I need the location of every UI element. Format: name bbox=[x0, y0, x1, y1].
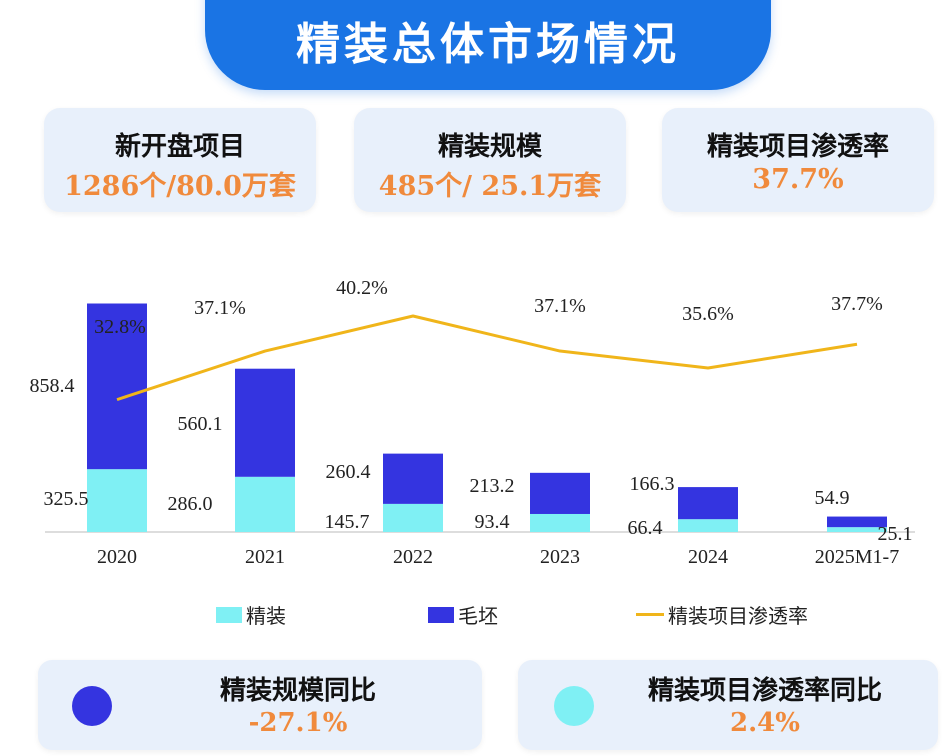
data-label-decorated: 286.0 bbox=[168, 493, 213, 515]
yoy-card-penetration: 精装项目渗透率同比 2.4% bbox=[518, 660, 938, 750]
data-label-decorated: 66.4 bbox=[628, 517, 663, 539]
data-label-rough: 213.2 bbox=[470, 475, 515, 497]
legend-label: 精装项目渗透率 bbox=[668, 604, 808, 628]
x-tick-label: 2023 bbox=[540, 546, 580, 568]
data-label-rough: 858.4 bbox=[30, 375, 75, 397]
bar-rough bbox=[678, 487, 738, 520]
bar-rough bbox=[530, 472, 590, 514]
dot-icon bbox=[72, 686, 112, 726]
page-title: 精装总体市场情况 bbox=[296, 19, 680, 70]
data-label-rough: 54.9 bbox=[815, 487, 850, 509]
x-tick-label: 2022 bbox=[393, 546, 433, 568]
summary-card-value: 1286个/80.0万套 bbox=[64, 171, 296, 202]
data-label-rough: 166.3 bbox=[630, 473, 675, 495]
data-label-rate: 32.8% bbox=[94, 316, 146, 338]
summary-card-label: 新开盘项目 bbox=[114, 132, 245, 162]
x-tick-label: 2021 bbox=[245, 546, 285, 568]
yoy-card-value: -27.1% bbox=[248, 708, 348, 738]
chart: 2020 325.5 858.4 2021 286.0 560.1 2022 145.7 260… bbox=[30, 277, 915, 568]
bar-rough bbox=[235, 368, 295, 477]
dot-icon bbox=[554, 686, 594, 726]
bar-decorated bbox=[383, 503, 443, 532]
bar-decorated bbox=[827, 527, 887, 532]
data-label-decorated: 145.7 bbox=[325, 511, 370, 533]
summary-card-decorated-scale: 精装规模 485个/ 25.1万套 bbox=[354, 108, 626, 212]
legend-item-rough: 毛坯 bbox=[428, 600, 498, 628]
data-label-rate: 37.7% bbox=[831, 293, 883, 315]
data-label-rate: 37.1% bbox=[534, 295, 586, 317]
data-label-decorated: 25.1 bbox=[878, 523, 913, 545]
rate-line bbox=[116, 314, 858, 402]
data-label-rough: 560.1 bbox=[178, 413, 223, 435]
data-label-rough: 260.4 bbox=[326, 461, 371, 483]
bar-decorated bbox=[235, 476, 295, 532]
legend-line-swatch bbox=[636, 613, 664, 616]
x-tick-label: 2024 bbox=[688, 546, 728, 568]
data-label-rate: 40.2% bbox=[336, 277, 388, 299]
x-tick-label: 2020 bbox=[97, 546, 137, 568]
data-label-rate: 35.6% bbox=[682, 303, 734, 325]
summary-card-label: 精装项目渗透率 bbox=[706, 132, 889, 162]
title-banner bbox=[205, 0, 771, 90]
legend-item-penetration: 精装项目渗透率 bbox=[636, 600, 808, 628]
legend-label: 精装 bbox=[246, 604, 286, 628]
summary-card-new-projects: 新开盘项目 1286个/80.0万套 bbox=[44, 108, 316, 212]
bar-decorated bbox=[678, 519, 738, 532]
yoy-card-label: 精装规模同比 bbox=[219, 676, 376, 706]
bar-rough bbox=[87, 303, 147, 470]
summary-card-label: 精装规模 bbox=[437, 132, 542, 162]
legend-swatch bbox=[216, 606, 242, 623]
yoy-card-scale: 精装规模同比 -27.1% bbox=[38, 660, 482, 750]
bar-decorated bbox=[530, 513, 590, 532]
bar-rough bbox=[383, 453, 443, 504]
legend-label: 毛坯 bbox=[458, 604, 498, 628]
legend-swatch bbox=[428, 606, 454, 623]
data-label-rate: 37.1% bbox=[194, 297, 246, 319]
yoy-card-label: 精装项目渗透率同比 bbox=[647, 676, 882, 706]
yoy-card-value: 2.4% bbox=[730, 708, 800, 738]
data-label-decorated: 93.4 bbox=[475, 511, 510, 533]
x-tick-label: 2025M1-7 bbox=[815, 546, 899, 568]
summary-card-value: 485个/ 25.1万套 bbox=[378, 171, 602, 202]
bar-rough bbox=[827, 516, 887, 528]
legend-item-decorated: 精装 bbox=[216, 600, 286, 628]
bar-decorated bbox=[87, 469, 147, 532]
summary-card-value: 37.7% bbox=[752, 164, 844, 195]
summary-card-penetration-rate: 精装项目渗透率 37.7% bbox=[662, 108, 934, 212]
data-label-decorated: 325.5 bbox=[44, 488, 89, 510]
